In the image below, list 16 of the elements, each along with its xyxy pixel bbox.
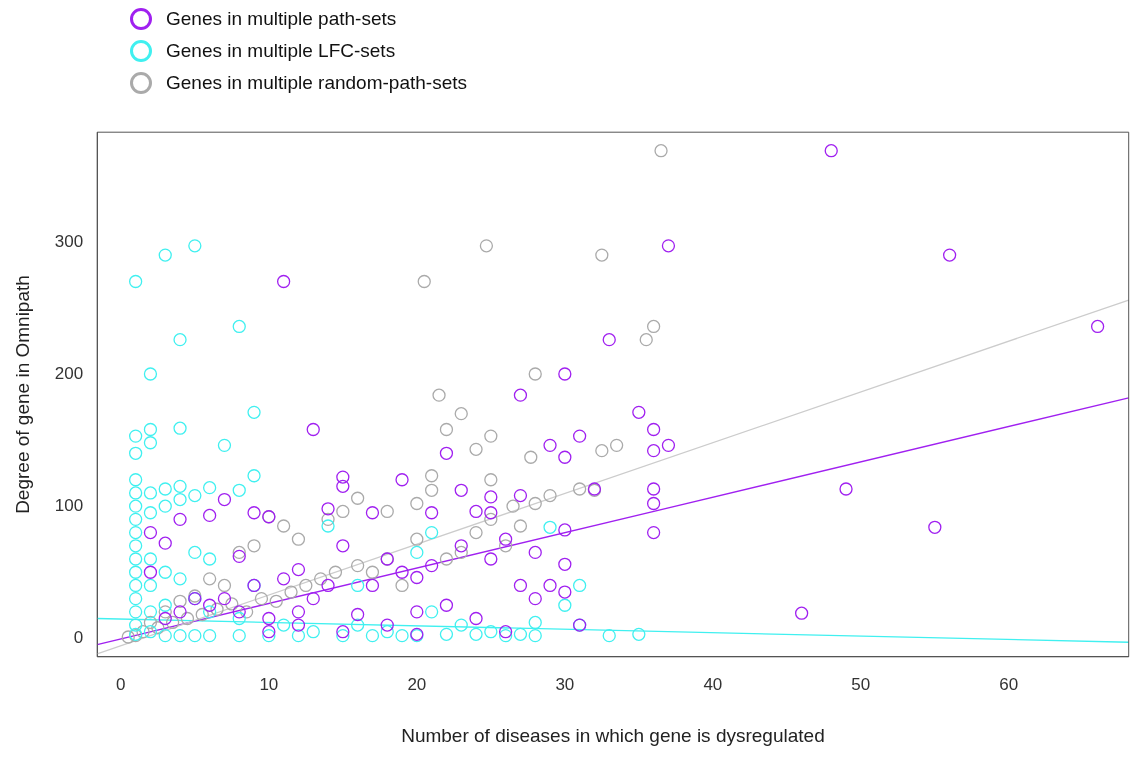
y-tick-label: 0 xyxy=(73,627,84,647)
x-tick-label: 50 xyxy=(851,674,871,694)
x-tick-label: 20 xyxy=(407,674,427,694)
y-axis-title: Degree of gene in Omnipath xyxy=(11,275,33,514)
x-tick-label: 10 xyxy=(259,674,279,694)
legend-label: Genes in multiple path-sets xyxy=(166,8,397,30)
x-tick-label: 40 xyxy=(703,674,723,694)
x-axis-title: Number of diseases in which gene is dysregulated xyxy=(401,724,825,746)
y-tick-label: 200 xyxy=(54,363,84,383)
y-tick-label: 100 xyxy=(54,495,84,515)
x-tick-label: 60 xyxy=(999,674,1019,694)
legend-label: Genes in multiple LFC-sets xyxy=(166,40,396,62)
legend-label: Genes in multiple random-path-sets xyxy=(166,72,467,94)
y-tick-label: 300 xyxy=(54,231,84,251)
x-tick-label: 0 xyxy=(116,674,126,694)
x-tick-label: 30 xyxy=(555,674,575,694)
